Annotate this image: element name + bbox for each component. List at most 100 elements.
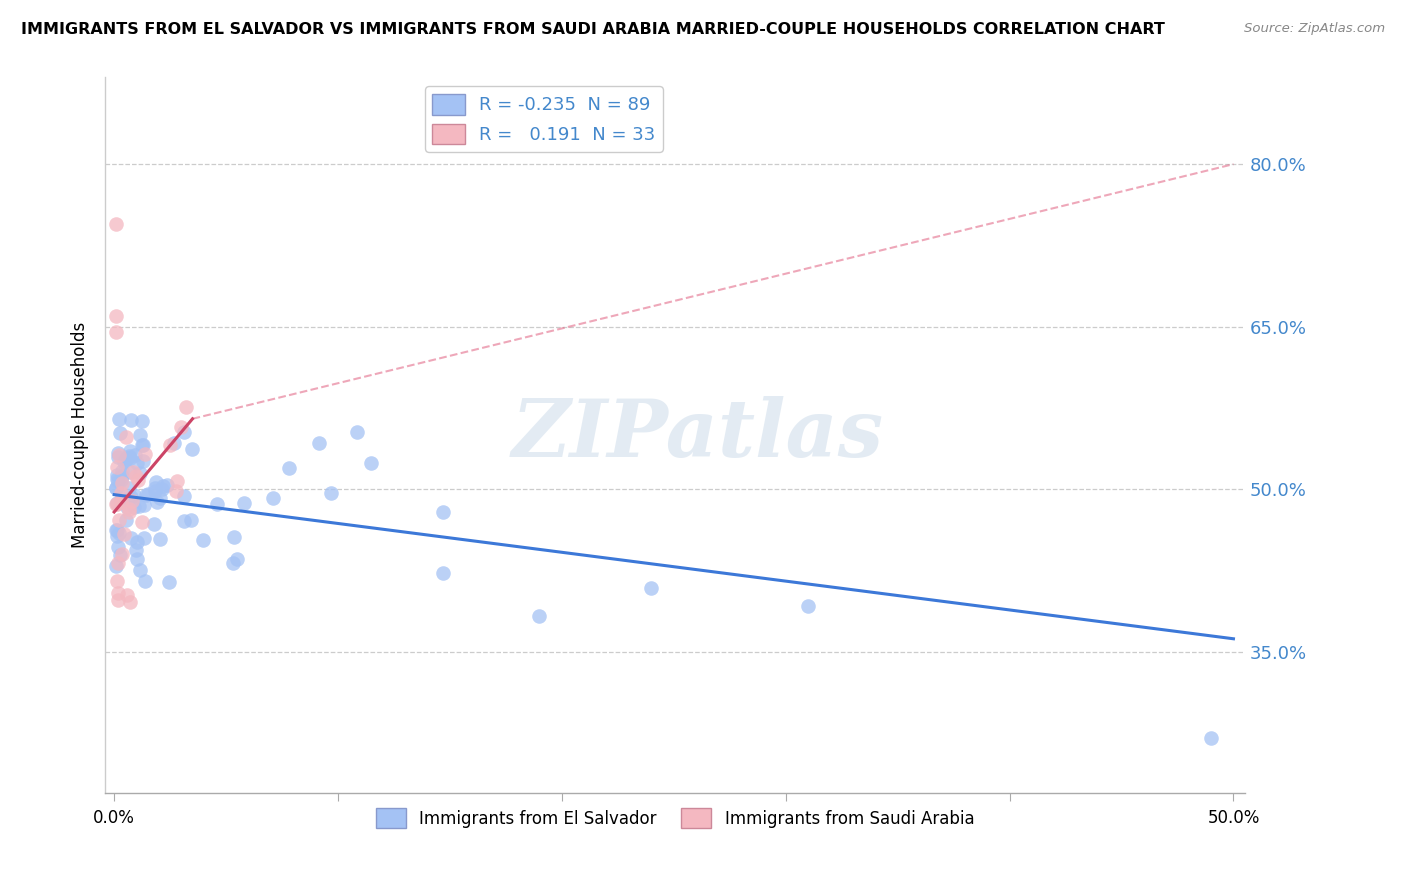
Point — [278, 460, 301, 475]
Point — [432, 505, 454, 519]
Point — [132, 453, 155, 467]
Point — [143, 516, 166, 531]
Point — [108, 425, 131, 440]
Point — [105, 472, 128, 486]
Point — [132, 498, 155, 512]
Point — [131, 438, 153, 452]
Point — [105, 523, 128, 537]
Point — [432, 566, 454, 580]
Point — [114, 526, 136, 541]
Point — [105, 524, 128, 538]
Point — [107, 586, 129, 600]
Point — [120, 531, 142, 545]
Point — [132, 531, 155, 545]
Point — [105, 309, 128, 323]
Point — [797, 599, 820, 613]
Point — [120, 595, 142, 609]
Point — [173, 489, 195, 503]
Point — [159, 438, 181, 452]
Point — [346, 425, 368, 439]
Point — [640, 581, 662, 595]
Point — [125, 552, 148, 566]
Point — [105, 497, 128, 511]
Point — [111, 491, 134, 506]
Point — [149, 491, 172, 506]
Point — [110, 548, 132, 562]
Point — [115, 450, 138, 465]
Point — [117, 588, 139, 602]
Point — [111, 476, 134, 491]
Point — [152, 479, 174, 493]
Point — [115, 500, 138, 514]
Point — [107, 593, 129, 607]
Point — [128, 500, 150, 514]
Point — [173, 514, 195, 528]
Point — [150, 482, 173, 496]
Point — [117, 450, 139, 464]
Point — [121, 494, 143, 508]
Point — [173, 425, 195, 439]
Point — [110, 473, 132, 487]
Point — [262, 491, 284, 505]
Point — [174, 400, 197, 414]
Point — [308, 436, 330, 450]
Point — [111, 469, 134, 483]
Point — [124, 543, 146, 558]
Point — [222, 556, 245, 570]
Point — [105, 460, 128, 475]
Point — [118, 502, 141, 516]
Point — [207, 498, 229, 512]
Point — [135, 488, 157, 502]
Point — [122, 465, 145, 479]
Text: 0.0%: 0.0% — [93, 809, 135, 827]
Text: ZIPatlas: ZIPatlas — [512, 396, 884, 474]
Point — [226, 552, 249, 566]
Point — [105, 217, 128, 231]
Point — [107, 556, 129, 570]
Point — [122, 500, 145, 515]
Point — [118, 450, 141, 465]
Point — [149, 532, 172, 546]
Point — [127, 473, 149, 487]
Point — [131, 515, 153, 529]
Text: 50.0%: 50.0% — [1208, 809, 1260, 827]
Point — [145, 475, 167, 490]
Point — [131, 438, 153, 452]
Point — [110, 485, 132, 500]
Point — [146, 495, 169, 509]
Point — [360, 456, 382, 470]
Point — [163, 435, 186, 450]
Point — [118, 465, 141, 479]
Point — [143, 481, 166, 495]
Point — [124, 488, 146, 502]
Point — [105, 481, 128, 495]
Point — [166, 484, 188, 499]
Point — [129, 428, 152, 442]
Point — [108, 412, 131, 426]
Point — [166, 474, 188, 488]
Point — [107, 450, 129, 464]
Point — [529, 609, 551, 624]
Point — [108, 513, 131, 527]
Y-axis label: Married-couple Households: Married-couple Households — [72, 322, 89, 549]
Point — [157, 574, 180, 589]
Point — [108, 448, 131, 462]
Point — [105, 497, 128, 511]
Point — [170, 420, 193, 434]
Point — [105, 496, 128, 510]
Point — [136, 487, 159, 501]
Point — [105, 325, 128, 339]
Point — [125, 456, 148, 470]
Point — [181, 442, 204, 457]
Point — [134, 574, 156, 588]
Point — [110, 495, 132, 509]
Point — [1199, 731, 1222, 746]
Point — [156, 477, 179, 491]
Point — [180, 512, 202, 526]
Point — [105, 529, 128, 543]
Point — [107, 474, 129, 488]
Legend: Immigrants from El Salvador, Immigrants from Saudi Arabia: Immigrants from El Salvador, Immigrants … — [368, 802, 981, 834]
Point — [107, 540, 129, 554]
Point — [115, 430, 138, 444]
Point — [128, 466, 150, 480]
